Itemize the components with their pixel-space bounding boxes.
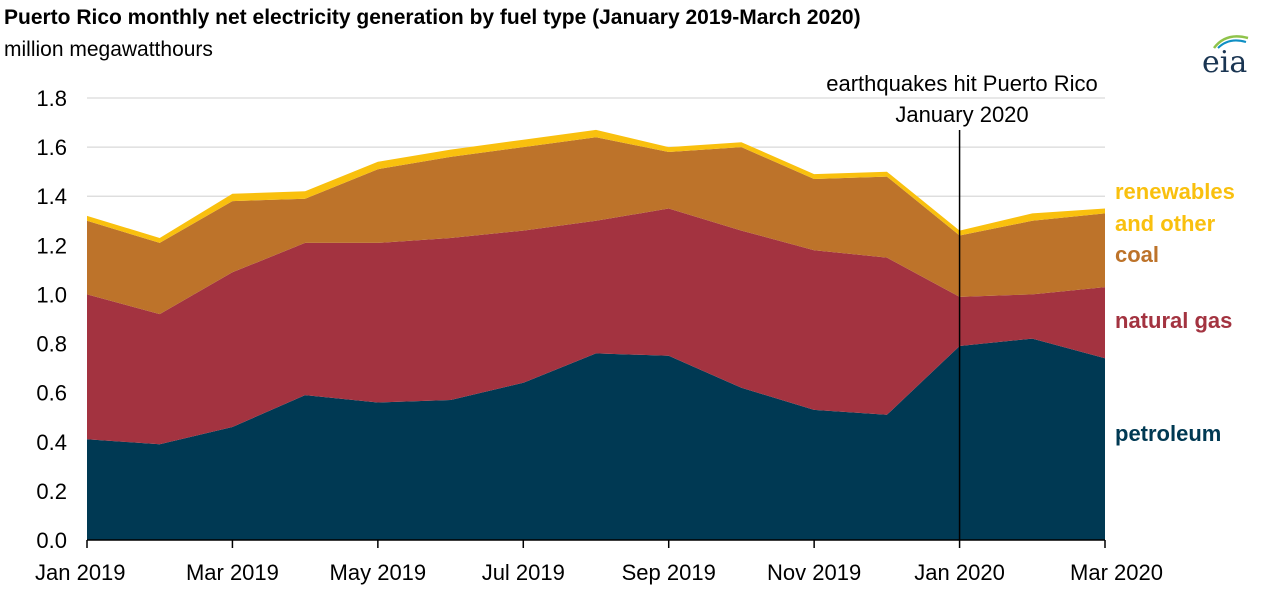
eia-logo-icon: eia [1202,35,1249,78]
y-tick-label: 0.6 [36,381,67,406]
logo-text: eia [1202,45,1247,78]
y-tick-label: 1.0 [36,282,67,307]
y-axis-unit-label: million megawatthours [4,38,213,61]
y-tick-label: 1.4 [36,184,67,209]
area-renewables-and-other [87,129,1105,243]
x-tick-label: Mar 2019 [186,560,279,585]
y-tick-label: 0.2 [36,479,67,504]
series-label-renewables-and-other: and other [1115,211,1216,236]
annotation-text-line-1: earthquakes hit Puerto Rico [826,71,1098,96]
area-natural-gas [87,208,1105,445]
series-label-petroleum: petroleum [1115,421,1221,446]
x-tick-labels: Jan 2019 Mar 2019 May 2019 Jul 2019 Sep 2019… [35,560,1163,585]
x-tick-label: Jan 2020 [914,560,1005,585]
area-petroleum [87,338,1105,540]
y-tick-label: 0.8 [36,332,67,357]
y-tick-label: 0.4 [36,430,67,455]
chart-title: Puerto Rico monthly net electricity gene… [4,6,861,29]
y-tick-label: 1.8 [36,86,67,111]
y-tick-label: 0.0 [36,528,67,553]
annotation-text-line-2: January 2020 [895,102,1028,127]
x-tick-label: Jul 2019 [482,560,565,585]
area-coal [87,137,1105,315]
series-label-renewables-and-other: renewables [1115,179,1235,204]
series-labels: petroleum natural gas coal renewables and ot… [1115,179,1235,446]
area-series [87,129,1105,540]
y-tick-label: 1.6 [36,135,67,160]
y-tick-labels: 0.0 0.2 0.4 0.6 0.8 1.0 1.2 1.4 1.6 1.8 [36,86,67,553]
axes [86,539,1106,548]
series-label-coal: coal [1115,242,1159,267]
x-tick-label: Sep 2019 [622,560,716,585]
earthquake-annotation: earthquakes hit Puerto Rico January 2020 [826,71,1098,540]
series-label-natural-gas: natural gas [1115,308,1232,333]
x-tick-label: Jan 2019 [35,560,126,585]
x-tick-label: Mar 2020 [1070,560,1163,585]
x-tick-label: Nov 2019 [767,560,861,585]
y-tick-label: 1.2 [36,233,67,258]
x-tick-label: May 2019 [330,560,427,585]
